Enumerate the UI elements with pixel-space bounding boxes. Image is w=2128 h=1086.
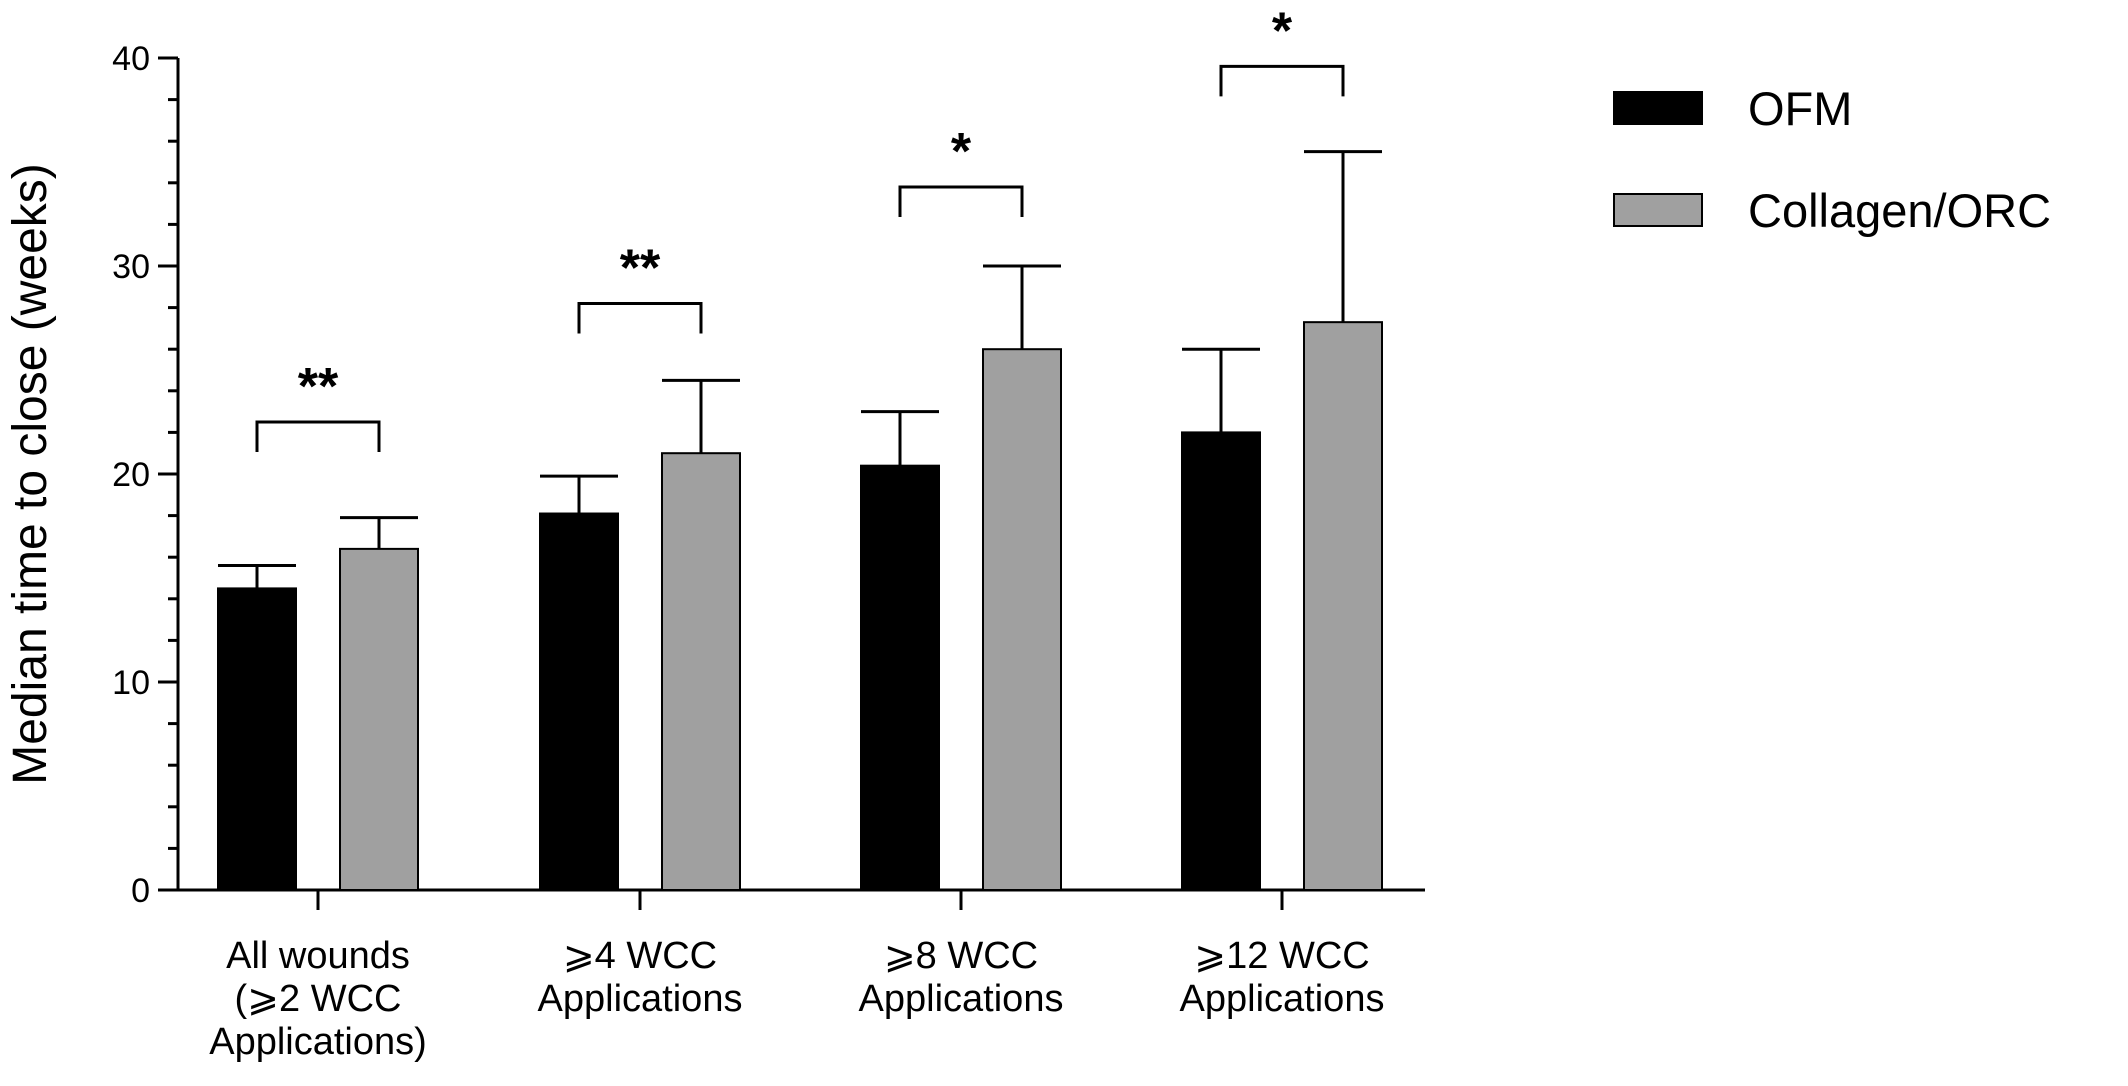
legend-swatch — [1613, 193, 1703, 227]
x-category-label: (⩾2 WCC — [235, 978, 402, 1020]
significance-brackets: ****** — [255, 2, 1345, 452]
significance-bracket — [898, 185, 1024, 217]
y-axis-title: Median time to close (weeks) — [4, 163, 57, 785]
bar-ofm — [217, 587, 297, 892]
x-category-label: Applications — [538, 978, 743, 1020]
legend-swatch — [1613, 91, 1703, 125]
x-category-label: Applications — [859, 978, 1064, 1020]
bar-collagen-orc — [982, 348, 1062, 891]
bar-collagen-orc — [1303, 321, 1383, 892]
bar-collagen-orc — [339, 547, 419, 891]
x-category-label: ⩾4 WCC — [563, 935, 717, 977]
y-tick-label: 0 — [131, 872, 150, 910]
y-tick-label: 30 — [112, 248, 150, 286]
significance-marker: ** — [620, 239, 661, 297]
legend: OFM Collagen/ORC — [1613, 82, 2051, 237]
significance-marker: ** — [298, 358, 339, 416]
significance-bracket — [577, 301, 703, 334]
bars — [217, 321, 1383, 892]
y-tick-label: 20 — [112, 456, 150, 494]
x-category-label: Applications) — [209, 1021, 427, 1063]
significance-marker: * — [951, 123, 972, 181]
x-category-label: ⩾8 WCC — [884, 935, 1038, 977]
y-tick-label: 10 — [112, 664, 150, 702]
legend-label: Collagen/ORC — [1748, 184, 2051, 237]
x-category-label: ⩾12 WCC — [1194, 935, 1369, 977]
bar-collagen-orc — [661, 452, 741, 891]
bar-ofm — [539, 512, 619, 892]
bar-ofm — [860, 464, 940, 891]
legend-label: OFM — [1748, 82, 1852, 135]
y-tick-label: 40 — [112, 40, 150, 78]
x-category-label: All wounds — [226, 935, 410, 977]
bar-ofm — [1181, 431, 1261, 891]
error-bars — [218, 150, 1382, 589]
significance-bracket — [255, 420, 381, 452]
significance-bracket — [1219, 64, 1345, 97]
x-category-label: Applications — [1180, 978, 1385, 1020]
significance-marker: * — [1272, 2, 1293, 60]
